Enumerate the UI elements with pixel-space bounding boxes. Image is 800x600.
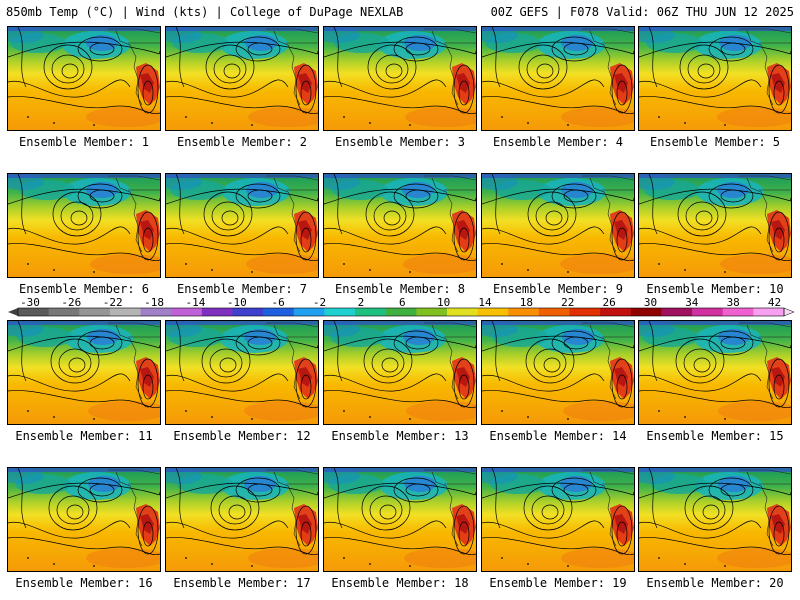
ensemble-member-label: Ensemble Member: 8 xyxy=(334,282,466,296)
colorbar-tick-label: 30 xyxy=(644,298,657,309)
colorbar-swatch xyxy=(630,308,662,316)
ensemble-member-label: Ensemble Member: 5 xyxy=(649,135,781,149)
colorbar-left-arrow xyxy=(8,308,18,316)
model-run-info: 00Z GEFS | F078 Valid: 06Z THU JUN 12 20… xyxy=(490,5,794,19)
colorbar-swatch xyxy=(477,308,509,316)
ensemble-map-panel xyxy=(165,26,319,131)
ensemble-map-panel xyxy=(7,26,161,131)
temperature-colorbar: -30 -26 -22 -18 -14 -10 -6 -2 2 6 10 14 18 22 26 30 34 38… xyxy=(6,298,796,322)
colorbar-swatch xyxy=(171,308,203,316)
colorbar-swatch xyxy=(385,308,417,316)
ensemble-map-panel xyxy=(481,467,635,572)
ensemble-map-panel xyxy=(323,173,477,278)
colorbar-tick-label: -18 xyxy=(144,298,164,309)
colorbar-swatch xyxy=(109,308,142,316)
ensemble-member-label: Ensemble Member: 15 xyxy=(646,429,784,443)
colorbar-swatch xyxy=(508,308,540,316)
colorbar-swatch xyxy=(753,308,785,316)
colorbar-swatch xyxy=(232,308,264,316)
colorbar-swatch xyxy=(263,308,295,316)
colorbar-tick-label: 18 xyxy=(520,298,533,309)
colorbar-tick-label: 22 xyxy=(561,298,574,309)
ensemble-member-label: Ensemble Member: 10 xyxy=(646,282,784,296)
colorbar-swatch xyxy=(18,308,50,316)
colorbar-tick-label: 38 xyxy=(727,298,740,309)
colorbar-swatch xyxy=(692,308,724,316)
colorbar-swatch xyxy=(293,308,325,316)
colorbar-swatch xyxy=(600,308,632,316)
ensemble-member-label: Ensemble Member: 7 xyxy=(176,282,308,296)
ensemble-member-label: Ensemble Member: 17 xyxy=(173,576,311,590)
ensemble-member-label: Ensemble Member: 12 xyxy=(173,429,311,443)
ensemble-map-panel xyxy=(7,320,161,425)
colorbar-swatch xyxy=(722,308,754,316)
colorbar-tick-label: 34 xyxy=(685,298,699,309)
colorbar-tick-label: 10 xyxy=(437,298,450,309)
ensemble-member-label: Ensemble Member: 16 xyxy=(15,576,153,590)
ensemble-member-label: Ensemble Member: 20 xyxy=(646,576,784,590)
ensemble-member-label: Ensemble Member: 3 xyxy=(334,135,466,149)
ensemble-map-panel xyxy=(323,320,477,425)
ensemble-member-label: Ensemble Member: 4 xyxy=(492,135,624,149)
colorbar-tick-label: -6 xyxy=(272,298,285,309)
ensemble-member-label: Ensemble Member: 11 xyxy=(15,429,153,443)
ensemble-map-panel xyxy=(481,173,635,278)
ensemble-map-panel xyxy=(638,320,792,425)
colorbar-swatch xyxy=(79,308,111,316)
colorbar-tick-label: 2 xyxy=(358,298,365,309)
ensemble-map-panel xyxy=(165,467,319,572)
ensemble-map-panel xyxy=(481,320,635,425)
colorbar-swatch xyxy=(569,308,601,316)
ensemble-member-label: Ensemble Member: 2 xyxy=(176,135,308,149)
colorbar-svg: -30 -26 -22 -18 -14 -10 -6 -2 2 6 10 14 18 22 26 30 34 38… xyxy=(8,298,795,317)
colorbar-swatch xyxy=(446,308,479,316)
colorbar-right-arrow xyxy=(783,307,795,317)
ensemble-map-panel xyxy=(638,173,792,278)
ensemble-map-panel xyxy=(323,467,477,572)
ensemble-map-panel xyxy=(323,26,477,131)
ensemble-map-panel xyxy=(638,26,792,131)
ensemble-member-label: Ensemble Member: 19 xyxy=(489,576,627,590)
ensemble-member-label: Ensemble Member: 14 xyxy=(489,429,627,443)
colorbar-swatch xyxy=(416,308,448,316)
ensemble-member-label: Ensemble Member: 13 xyxy=(331,429,469,443)
ensemble-member-label: Ensemble Member: 9 xyxy=(492,282,624,296)
colorbar-swatch xyxy=(201,308,233,316)
ensemble-map-panel xyxy=(165,173,319,278)
ensemble-map-panel xyxy=(481,26,635,131)
colorbar-tick-label: 6 xyxy=(399,298,406,309)
colorbar-swatch xyxy=(355,308,387,316)
ensemble-map-panel xyxy=(7,467,161,572)
ensemble-map-panel xyxy=(165,320,319,425)
ensemble-map-panel xyxy=(638,467,792,572)
colorbar-tick-label: -22 xyxy=(103,298,123,309)
colorbar-swatch xyxy=(324,308,356,316)
colorbar-tick-label: -2 xyxy=(313,298,326,309)
colorbar-tick-label: -14 xyxy=(186,298,206,309)
ensemble-member-label: Ensemble Member: 18 xyxy=(331,576,469,590)
colorbar-tick-label: 26 xyxy=(602,298,615,309)
colorbar-tick-label: -26 xyxy=(61,298,81,309)
colorbar-tick-label: 14 xyxy=(478,298,492,309)
ensemble-member-label: Ensemble Member: 6 xyxy=(18,282,150,296)
ensemble-map-panel xyxy=(7,173,161,278)
colorbar-tick-label: -10 xyxy=(227,298,247,309)
colorbar-swatch xyxy=(140,308,172,316)
colorbar-tick-label: -30 xyxy=(20,298,40,309)
colorbar-swatch xyxy=(661,308,693,316)
map-title: 850mb Temp (°C) | Wind (kts) | College o… xyxy=(6,5,404,19)
colorbar-swatch xyxy=(48,308,80,316)
colorbar-tick-label: 42 xyxy=(768,298,781,309)
ensemble-member-label: Ensemble Member: 1 xyxy=(18,135,150,149)
colorbar-swatch xyxy=(538,308,571,316)
